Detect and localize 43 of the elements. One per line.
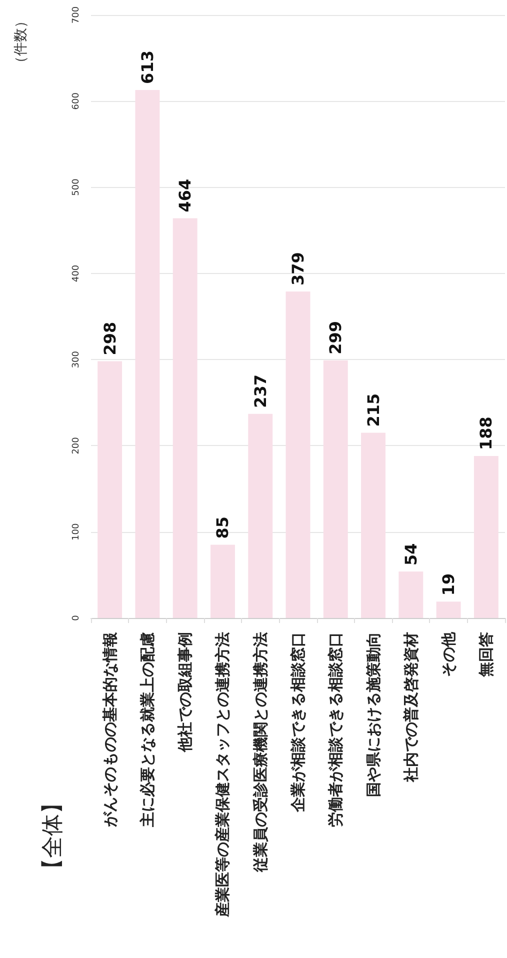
data-label: 299 — [326, 321, 346, 354]
y-tick-label: 500 — [72, 178, 82, 196]
x-tick-label: 企業が相談できる相談窓口 — [289, 632, 307, 813]
x-tick-label: 社内での普及啓発資材 — [402, 632, 420, 783]
bar — [474, 456, 498, 618]
x-tick-label: 国や県における施策動向 — [364, 632, 382, 797]
data-label: 237 — [250, 374, 270, 408]
bar — [323, 360, 348, 618]
bar — [286, 292, 310, 618]
bar — [172, 218, 198, 618]
data-label: 85 — [213, 516, 232, 539]
y-tick-label: 700 — [72, 6, 82, 24]
data-label: 19 — [439, 573, 458, 596]
x-tick-label: 主に必要となる就業上の配慮 — [138, 632, 156, 828]
x-tick-label: がんそのものの基本的な情報 — [100, 631, 119, 828]
x-tick-label: 産業医等の産業保健スタッフとの連携方法 — [214, 632, 232, 918]
y-tick-label: 300 — [72, 350, 82, 368]
data-label: 379 — [288, 252, 308, 286]
x-tick-label: 他社での取組事例 — [176, 632, 194, 753]
bar — [361, 432, 386, 618]
bar — [436, 602, 461, 618]
data-label: 464 — [176, 178, 195, 212]
text: 【全体】 — [40, 792, 66, 880]
x-tick-label: 従業員の受診医療機関との連携方法 — [251, 632, 270, 873]
data-label: 54 — [401, 543, 420, 566]
data-label: 188 — [476, 416, 496, 450]
bar — [210, 544, 235, 618]
data-label: 613 — [138, 50, 157, 84]
bar — [248, 414, 273, 618]
x-tick-label: 無回答 — [477, 632, 496, 678]
x-tick-label: 労働者が相談できる相談窓口 — [326, 632, 345, 827]
y-tick-label: 200 — [72, 436, 82, 454]
x-tick-label: その他 — [440, 631, 458, 677]
data-label: 298 — [100, 322, 120, 356]
y-tick-label: 0 — [72, 614, 82, 621]
bar — [135, 90, 160, 618]
y-axis-title: （件数） — [13, 14, 29, 70]
y-tick-label: 100 — [72, 523, 82, 540]
data-label: 215 — [364, 393, 383, 427]
y-tick-label: 600 — [72, 92, 82, 110]
y-tick-label: 400 — [72, 264, 82, 282]
bar — [98, 361, 122, 618]
bar — [398, 571, 424, 618]
